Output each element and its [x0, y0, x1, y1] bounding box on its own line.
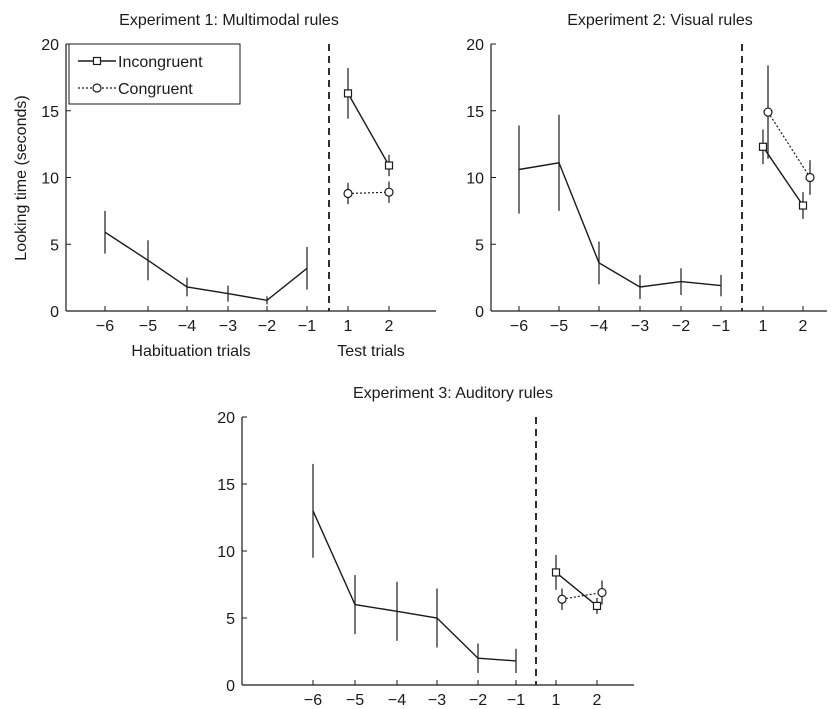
panel-1-xtick-label: −4	[178, 318, 196, 335]
panel-3-test-congruent-marker	[557, 594, 567, 604]
panel-2-xtick-label: −2	[672, 318, 690, 335]
legend-congruent-label: Congruent	[118, 81, 193, 98]
panel-2-xtick-label: −6	[510, 318, 528, 335]
panel-1-ytick-label: 10	[41, 171, 59, 188]
panel-3-test-congruent-line	[561, 591, 603, 600]
panel-1-ytick-label: 0	[50, 304, 59, 321]
panel-2-test-congruent-line	[767, 111, 811, 178]
panel-2-xtick-label: −4	[590, 318, 608, 335]
panel-3-title: Experiment 3: Auditory rules	[353, 385, 553, 402]
panel-2-ytick-label: 10	[466, 171, 484, 188]
panel-1-xtick-label: 2	[385, 318, 394, 335]
panel-3-xtick-label: −5	[346, 692, 364, 709]
legend: Incongruent Congruent	[68, 43, 241, 105]
panel-2-ytick-label: 0	[475, 304, 484, 321]
panel-3-xtick-label: −4	[388, 692, 406, 709]
panel-2-ytick-label: 5	[475, 237, 484, 254]
panel-3-ytick-label: 5	[226, 611, 235, 628]
panel-2-title: Experiment 2: Visual rules	[567, 12, 753, 29]
panel-2-test-congruent-marker	[763, 107, 773, 117]
panel-1-xtick-label: −2	[258, 318, 276, 335]
panel-2-xtick-label: −3	[631, 318, 649, 335]
panel-3-test-incongruent-marker	[551, 568, 561, 577]
y-axis-label: Looking time (seconds)	[13, 95, 30, 260]
panel-1-ytick-label: 15	[41, 104, 59, 121]
panel-2-xtick-label: −5	[550, 318, 568, 335]
panel-3-ytick-label: 10	[217, 544, 235, 561]
panel-2-xtick-label: 1	[759, 318, 768, 335]
panel-3-xtick-label: 2	[593, 692, 602, 709]
panel-2-test-incongruent-line	[762, 146, 804, 206]
panel-1-xtick-label: 1	[344, 318, 353, 335]
x-axis-label-test: Test trials	[337, 343, 405, 360]
panel-3-ytick-label: 20	[217, 410, 235, 427]
panel-1-xtick-label: −5	[139, 318, 157, 335]
panel-2-test-incongruent-marker	[758, 142, 768, 151]
panel-3-xtick-label: −2	[469, 692, 487, 709]
panel-1-habituation-line	[104, 231, 308, 302]
panel-1-test-incongruent-marker	[384, 161, 394, 170]
panel-3-xtick-label: −3	[428, 692, 446, 709]
legend-congruent-marker	[92, 83, 102, 93]
panel-1-test-congruent-marker	[384, 187, 394, 197]
panel-3-test-congruent-marker	[597, 587, 607, 598]
panel-2-test-incongruent-marker	[798, 201, 808, 210]
panel-1-xtick-label: −1	[298, 318, 316, 335]
panel-2-xtick-label: 2	[799, 318, 808, 335]
panel-2-xtick-label: −1	[712, 318, 730, 335]
panel-3-xtick-label: 1	[552, 692, 561, 709]
panel-1-xtick-label: −6	[96, 318, 114, 335]
panel-3-test-incongruent-marker	[592, 601, 602, 611]
legend-incongruent-marker	[92, 56, 102, 66]
panel-3-xtick-label: −6	[304, 692, 322, 709]
panel-1-test-incongruent-marker	[343, 89, 353, 98]
panel-2-ytick-label: 15	[466, 104, 484, 121]
panel-3-habituation-line	[312, 510, 517, 662]
panel-1-test-incongruent-line	[347, 93, 390, 166]
panel-2-ytick-label: 20	[466, 37, 484, 54]
panel-1-test-congruent-marker	[343, 188, 353, 199]
panel-3-ytick-label: 0	[226, 678, 235, 695]
panel-1-title: Experiment 1: Multimodal rules	[119, 12, 339, 29]
panel-2-habituation-line	[518, 162, 722, 288]
panel-2-test-congruent-marker	[805, 172, 815, 183]
legend-box	[68, 43, 241, 105]
panel-3-xtick-label: −1	[507, 692, 525, 709]
panel-3-test-incongruent-line	[555, 571, 598, 607]
panel-1-ytick-label: 5	[50, 237, 59, 254]
panel-3-ytick-label: 15	[217, 477, 235, 494]
panel-1-xtick-label: −3	[219, 318, 237, 335]
panel-1-test-congruent-line	[347, 191, 390, 195]
x-axis-label-habituation: Habituation trials	[131, 343, 250, 360]
panel-1-ytick-label: 20	[41, 37, 59, 54]
legend-incongruent-label: Incongruent	[118, 54, 203, 71]
